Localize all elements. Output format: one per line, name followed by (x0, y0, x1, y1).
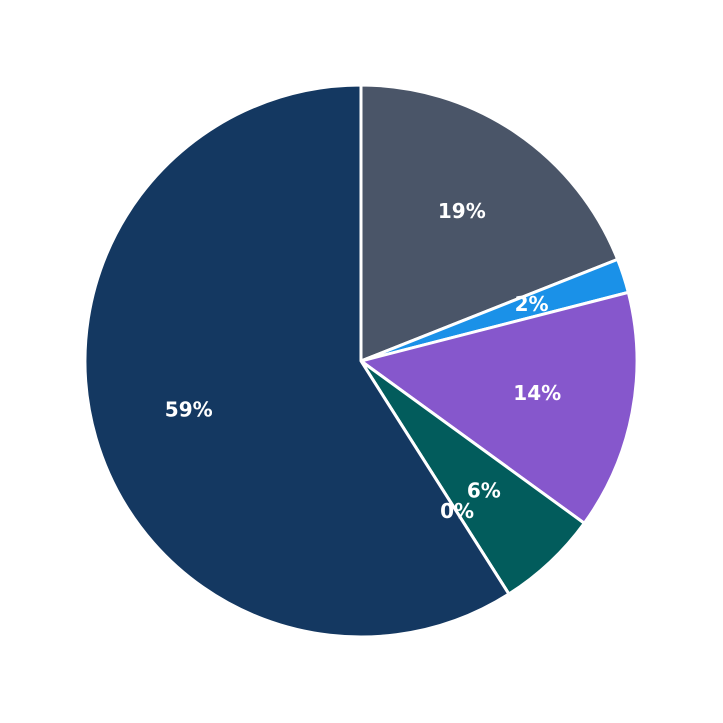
slice-label: 2% (515, 292, 549, 316)
pie-slice (359, 83, 620, 363)
pie-slice (83, 83, 511, 639)
pie-slice (359, 290, 639, 525)
slice-label: 0% (440, 499, 474, 523)
slice-label: 14% (513, 381, 561, 405)
slice-label: 59% (165, 398, 213, 422)
slice-label: 6% (467, 478, 501, 502)
slice-label: 19% (438, 199, 486, 223)
